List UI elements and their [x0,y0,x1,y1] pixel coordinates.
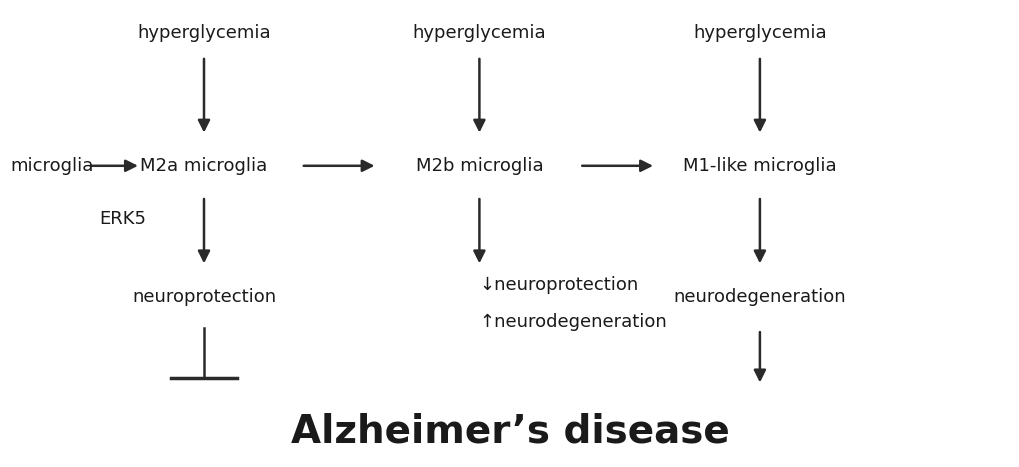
Text: ERK5: ERK5 [99,211,146,228]
Text: ↓neuroprotection: ↓neuroprotection [479,276,638,294]
Text: hyperglycemia: hyperglycemia [137,24,271,42]
Text: hyperglycemia: hyperglycemia [692,24,826,42]
Text: M1-like microglia: M1-like microglia [683,157,836,175]
Text: neurodegeneration: neurodegeneration [673,288,846,305]
Text: M2b microglia: M2b microglia [415,157,543,175]
Text: ↑neurodegeneration: ↑neurodegeneration [479,313,666,331]
Text: Alzheimer’s disease: Alzheimer’s disease [290,413,729,451]
Text: hyperglycemia: hyperglycemia [412,24,546,42]
Text: microglia: microglia [10,157,94,175]
Text: M2a microglia: M2a microglia [141,157,267,175]
Text: neuroprotection: neuroprotection [131,288,276,305]
